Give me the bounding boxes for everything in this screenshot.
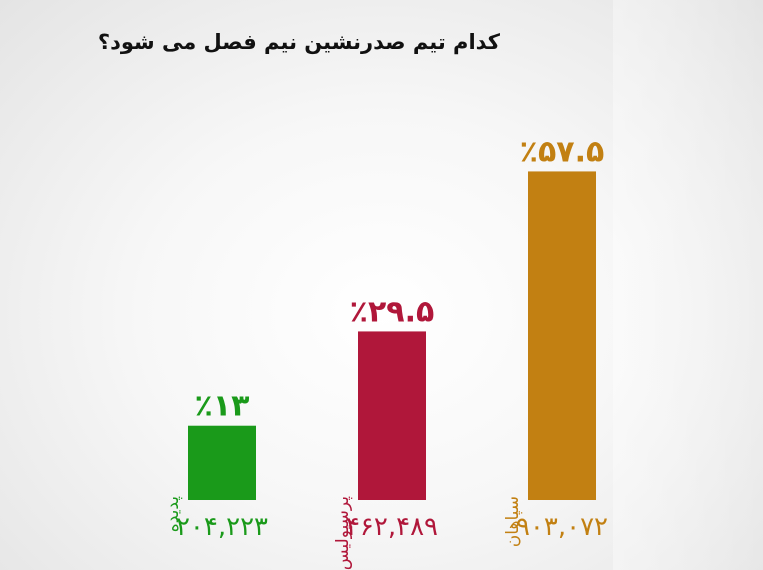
- bar-percent-label: ٪۲۹.۵: [350, 294, 435, 329]
- bar-1: [188, 425, 256, 500]
- background-strip: [613, 0, 763, 570]
- category-label: پدیده: [163, 496, 183, 532]
- bar-count-label: ۲۰۴,۲۲۳: [176, 512, 268, 542]
- chart-title: کدام تیم صدرنشین نیم فصل می شود؟: [97, 30, 500, 54]
- bar-count-label: ۴۶۲,۴۸۹: [346, 512, 438, 542]
- category-label: پرسپولیس: [333, 496, 353, 570]
- bar-2: [358, 331, 426, 500]
- bar-percent-label: ٪۵۷.۵: [520, 134, 605, 169]
- bar-3: [528, 171, 596, 500]
- bar-percent-label: ٪۱۳: [195, 389, 250, 424]
- category-label: سپاهان: [503, 496, 523, 547]
- bar-count-label: ۹۰۳,۰۷۲: [516, 512, 608, 542]
